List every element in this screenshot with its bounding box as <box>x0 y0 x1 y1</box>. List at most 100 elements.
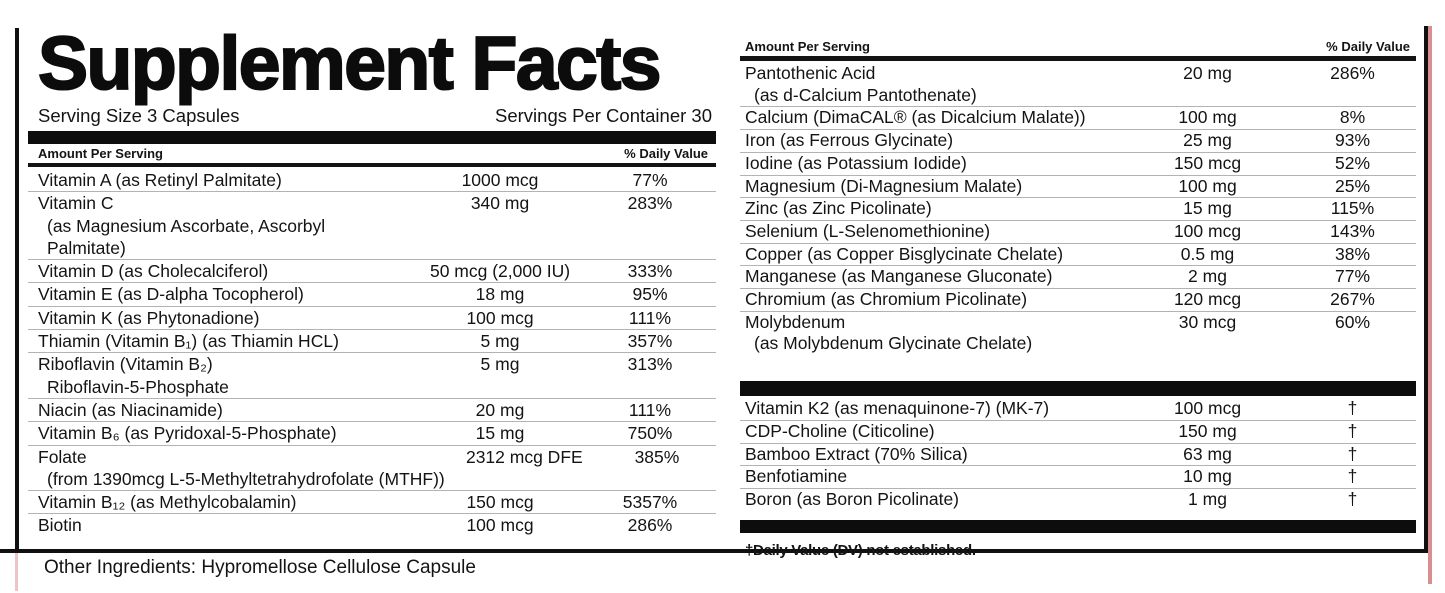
nutrient-row: CDP-Choline (Citicoline) 150 mg † <box>740 419 1416 443</box>
nutrient-row: Vitamin K2 (as menaquinone-7) (MK-7) 100… <box>740 398 1416 420</box>
nutrient-name: Selenium (L-Selenomethionine) <box>740 221 1120 243</box>
nutrient-name-text: Benfotiamine <box>745 466 848 487</box>
nutrient-daily-value: 385% <box>634 446 680 467</box>
nutrient-row: Pantothenic Acid (as d-Calcium Pantothena… <box>740 63 1416 106</box>
nutrient-subname: (from 1390mcg L-5-Methyltetrahydrofolate… <box>47 468 445 489</box>
nutrient-name: Thiamin (Vitamin B₁) (as Thiamin HCL) <box>28 330 410 352</box>
nutrient-daily-value: 313% <box>627 354 673 375</box>
nutrient-row: Vitamin B₆ (as Pyridoxal-5-Phosphate) 15… <box>28 421 716 444</box>
nutrient-daily-value: 286% <box>1330 63 1375 83</box>
nutrient-name: CDP-Choline (Citicoline) <box>740 421 1120 443</box>
nutrient-table-left: Vitamin A (as Retinyl Palmitate) 1000 mc… <box>28 167 716 537</box>
nutrient-amount: 1 mg <box>1188 488 1227 509</box>
divider-bar-top <box>28 131 716 144</box>
nutrient-row: Biotin 100 mcg 286% <box>28 513 716 536</box>
nutrient-daily-value: † <box>1347 488 1358 509</box>
nutrient-name-text: Manganese (as Manganese Gluconate) <box>745 266 1053 287</box>
nutrient-row: Iodine (as Potassium Iodide) 150 mcg 52% <box>740 151 1416 175</box>
nutrient-row: Magnesium (Di-Magnesium Malate) 100 mg 2… <box>740 174 1416 198</box>
nutrient-row: Manganese (as Manganese Gluconate) 2 mg … <box>740 265 1416 288</box>
nutrient-row: Vitamin D (as Cholecalciferol) 50 mcg (2… <box>28 259 716 282</box>
nutrient-daily-value: 77% <box>1334 266 1371 287</box>
nutrient-subname: (as Molybdenum Glycinate Chelate) <box>754 333 1033 354</box>
table-header-left: Amount Per Serving % Daily Value <box>28 144 716 167</box>
nutrient-daily-value: 115% <box>1330 198 1375 219</box>
nutrient-name-text: Magnesium (Di-Magnesium Malate) <box>745 175 1023 196</box>
label-left-border <box>15 28 19 551</box>
amount-per-serving-header: Amount Per Serving <box>38 146 163 161</box>
nutrient-table-right-top: Pantothenic Acid (as d-Calcium Pantothena… <box>740 61 1416 355</box>
nutrient-name-text: Biotin <box>38 515 82 536</box>
nutrient-row: Vitamin C (as Magnesium Ascorbate, Ascorb… <box>28 191 716 259</box>
supplement-facts-right-panel: Amount Per Serving % Daily Value Pantoth… <box>740 38 1416 559</box>
nutrient-subname: Riboflavin-5-Phosphate <box>47 376 229 397</box>
nutrient-name-text: Riboflavin (Vitamin B₂) <box>38 354 213 375</box>
nutrient-daily-value: 93% <box>1334 130 1371 151</box>
nutrient-amount: 120 mcg <box>1173 289 1242 310</box>
nutrient-daily-value: † <box>1347 466 1358 487</box>
servings-per-container: Servings Per Container 30 <box>495 105 712 126</box>
nutrient-amount: 0.5 mg <box>1180 243 1235 264</box>
nutrient-name: Vitamin B₆ (as Pyridoxal-5-Phosphate) <box>28 422 410 444</box>
nutrient-row: Vitamin E (as D-alpha Tocopherol) 18 mg … <box>28 282 716 305</box>
nutrient-row: Boron (as Boron Picolinate) 1 mg † <box>740 487 1416 511</box>
nutrient-name: Bamboo Extract (70% Silica) <box>740 444 1120 466</box>
nutrient-amount: 2 mg <box>1188 266 1227 287</box>
nutrient-name: Vitamin D (as Cholecalciferol) <box>28 260 410 282</box>
serving-info: Serving Size 3 Capsules Servings Per Con… <box>28 102 716 131</box>
nutrient-subname: (as d-Calcium Pantothenate) <box>754 84 977 105</box>
supplement-facts-left-panel: Supplement Facts Serving Size 3 Capsules… <box>28 23 716 537</box>
daily-value-header: % Daily Value <box>624 146 708 161</box>
nutrient-amount: 150 mcg <box>466 492 534 513</box>
nutrient-daily-value: 77% <box>632 170 668 190</box>
nutrient-daily-value: † <box>1347 443 1358 464</box>
nutrient-name-text: Vitamin K (as Phytonadione) <box>38 307 260 328</box>
nutrient-row: Copper (as Copper Bisglycinate Chelate) … <box>740 242 1416 266</box>
nutrient-amount: 20 mg <box>1183 63 1232 83</box>
label-right-border <box>1424 26 1428 551</box>
nutrient-name: Vitamin K (as Phytonadione) <box>28 307 410 329</box>
nutrient-daily-value: 38% <box>1334 243 1371 264</box>
nutrient-subname: (as Magnesium Ascorbate, Ascorbyl <box>47 215 326 236</box>
nutrient-daily-value: 8% <box>1339 107 1366 128</box>
nutrient-amount: 100 mg <box>1178 175 1237 196</box>
nutrient-amount: 150 mcg <box>1173 152 1242 173</box>
nutrient-row: Selenium (L-Selenomethionine) 100 mcg 14… <box>740 219 1416 243</box>
nutrient-table-right-bottom: Vitamin K2 (as menaquinone-7) (MK-7) 100… <box>740 396 1416 511</box>
nutrient-name: Folate (from 1390mcg L-5-Methyltetrahydro… <box>28 446 445 491</box>
nutrient-name: Vitamin A (as Retinyl Palmitate) <box>28 169 410 191</box>
nutrient-name-text: Niacin (as Niacinamide) <box>38 399 223 420</box>
nutrient-daily-value: 111% <box>628 399 672 420</box>
nutrient-row: Niacin (as Niacinamide) 20 mg 111% <box>28 397 716 421</box>
nutrient-name-text: Iodine (as Potassium Iodide) <box>745 152 967 173</box>
nutrient-name: Riboflavin (Vitamin B₂) Riboflavin-5-Phos… <box>28 353 410 398</box>
label-right-edge-accent <box>1428 26 1432 584</box>
nutrient-subname: Palmitate) <box>47 237 126 258</box>
nutrient-daily-value: 95% <box>632 284 668 305</box>
nutrient-amount: 18 mg <box>475 284 525 305</box>
nutrient-name-text: Vitamin B₆ (as Pyridoxal-5-Phosphate) <box>38 423 337 444</box>
nutrient-amount: 100 mcg <box>1173 398 1242 419</box>
nutrient-name-text: Calcium (DimaCAL® (as Dicalcium Malate)) <box>745 107 1086 128</box>
nutrient-daily-value: 357% <box>627 331 673 352</box>
nutrient-name: Magnesium (Di-Magnesium Malate) <box>740 176 1120 198</box>
nutrient-amount: 100 mg <box>1178 107 1237 128</box>
nutrient-name-text: CDP-Choline (Citicoline) <box>745 420 935 441</box>
nutrient-row: Vitamin B₁₂ (as Methylcobalamin) 150 mcg… <box>28 490 716 513</box>
nutrient-name: Pantothenic Acid (as d-Calcium Pantothena… <box>740 63 1120 106</box>
nutrient-amount: 5 mg <box>480 354 520 375</box>
nutrient-daily-value: 283% <box>627 193 673 214</box>
nutrient-name-text: Pantothenic Acid <box>745 63 876 83</box>
nutrient-name: Iodine (as Potassium Iodide) <box>740 153 1120 175</box>
nutrient-name-text: Vitamin D (as Cholecalciferol) <box>38 261 269 282</box>
nutrient-amount: 25 mg <box>1183 130 1232 151</box>
nutrient-name-text: Vitamin A (as Retinyl Palmitate) <box>38 170 282 190</box>
nutrient-name-text: Chromium (as Chromium Picolinate) <box>745 289 1028 310</box>
nutrient-name-text: Thiamin (Vitamin B₁) (as Thiamin HCL) <box>38 331 339 352</box>
nutrient-row: Vitamin A (as Retinyl Palmitate) 1000 mc… <box>28 169 716 191</box>
nutrient-daily-value: † <box>1347 420 1358 441</box>
table-header-right: Amount Per Serving % Daily Value <box>740 38 1416 61</box>
label-left-edge-accent <box>15 551 18 591</box>
nutrient-daily-value: 333% <box>627 261 673 282</box>
nutrient-daily-value: 60% <box>1334 311 1371 332</box>
